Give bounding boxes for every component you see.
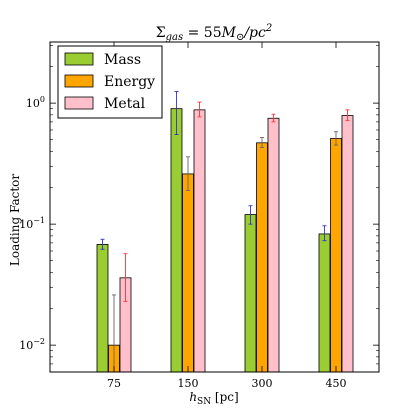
bar-metal-450 [341,115,354,373]
legend-label-energy: Energy [104,74,155,90]
bar-mass-450 [318,233,331,373]
y-tick-label: 10−1 [19,216,45,231]
chart-title: Σgas = 55M⊙/pc2 [156,23,273,43]
legend-label-metal: Metal [104,96,146,112]
bar-energy-300 [256,142,268,373]
legend: Mass Energy Metal [57,45,163,119]
x-tick-label-300: 300 [252,377,273,390]
y-tick-label: 10−2 [19,337,45,352]
bar-metal-150 [193,109,206,373]
bar-mass-300 [244,214,257,373]
axes: 10−2 10−1 100 75 150 300 450 [19,41,380,390]
bar-metal-300 [267,117,280,373]
x-axis-label: hSN [pc] [189,390,238,407]
bar-mass-150 [170,108,183,373]
x-tick-label-150: 150 [178,377,199,390]
legend-swatch-mass [64,52,94,66]
y-tick-label: 100 [26,95,45,110]
bar-mass-75 [96,244,109,373]
x-tick-label-450: 450 [326,377,347,390]
y-axis-label: Loading Factor [8,174,22,267]
axes-frame [49,41,380,373]
x-tick-label-75: 75 [107,377,121,390]
legend-swatch-metal [64,96,94,110]
bar-energy-150 [182,173,194,373]
plot-area [96,90,354,373]
bar-energy-450 [330,138,342,373]
legend-label-mass: Mass [104,52,141,68]
legend-swatch-energy [64,74,94,88]
